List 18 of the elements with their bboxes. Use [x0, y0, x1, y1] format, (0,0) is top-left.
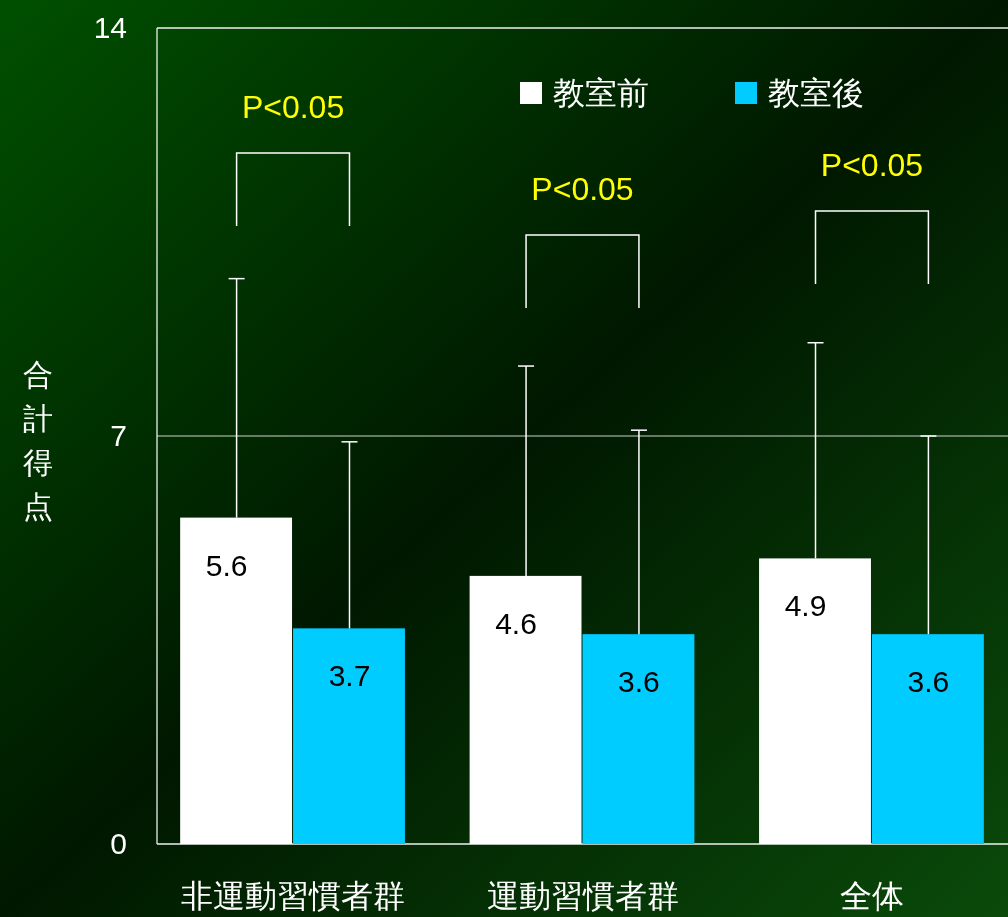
- x-tick-label: 全体: [839, 878, 904, 914]
- annotation: P<0.05: [241, 89, 345, 125]
- data-label: 4.9: [784, 589, 827, 623]
- x-tick-label: 非運動習慣者群: [181, 878, 406, 914]
- data-label: 3.6: [618, 665, 660, 699]
- y-tick-label: 0: [110, 827, 127, 860]
- x-tick-label: 運動習慣者群: [486, 878, 679, 914]
- annotation: P<0.05: [531, 171, 634, 207]
- y-axis-title: 合計得点: [23, 358, 53, 523]
- data-label: 3.7: [328, 659, 371, 693]
- legend-label: 教室前: [553, 75, 649, 111]
- data-label: 4.6: [495, 606, 537, 640]
- annotation: P<0.05: [820, 147, 924, 183]
- data-label: 5.6: [205, 548, 248, 582]
- y-tick-label: 7: [110, 419, 127, 452]
- y-tick-label: 14: [93, 11, 127, 44]
- data-label: 3.6: [907, 665, 950, 699]
- legend-label: 教室後: [768, 75, 864, 111]
